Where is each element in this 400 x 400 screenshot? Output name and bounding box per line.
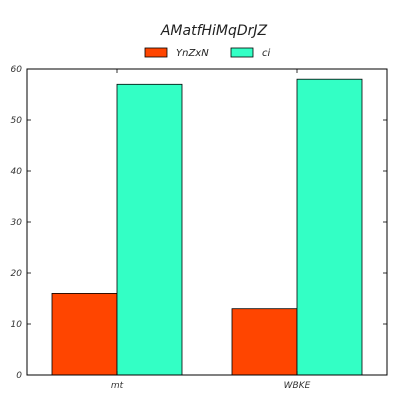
legend-label-YnZxN: YnZxN [176, 48, 209, 59]
y-tick-label: 0 [16, 371, 22, 381]
y-tick-label: 20 [11, 269, 23, 279]
plot-area: 0 10 20 30 40 50 60 mt WBKE [11, 65, 388, 391]
legend: YnZxN ci [144, 47, 270, 59]
y-tick-label: 40 [11, 167, 23, 177]
chart-title: AMatfHiMqDrJZ [160, 23, 268, 39]
bar-ci-mt [116, 83, 183, 376]
y-tick-label: 30 [11, 218, 23, 228]
legend-swatch-ci [230, 47, 254, 58]
bar-ci-WBKE [296, 78, 363, 376]
bar-YnZxN-WBKE [231, 308, 298, 376]
bar-YnZxN-mt [51, 292, 118, 376]
x-tick-label: WBKE [284, 381, 311, 391]
legend-label-ci: ci [262, 48, 270, 59]
legend-swatch-YnZxN [144, 47, 168, 58]
x-tick-label: mt [111, 381, 124, 391]
y-tick-label: 50 [11, 116, 23, 126]
y-tick-label: 10 [11, 320, 23, 330]
y-tick-label: 60 [11, 65, 23, 75]
